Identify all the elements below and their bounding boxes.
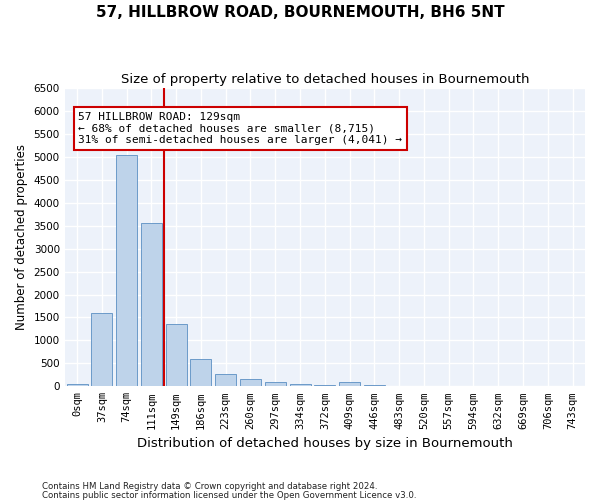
Bar xyxy=(166,324,187,386)
Bar xyxy=(91,313,112,386)
Y-axis label: Number of detached properties: Number of detached properties xyxy=(15,144,28,330)
Text: Contains public sector information licensed under the Open Government Licence v3: Contains public sector information licen… xyxy=(42,490,416,500)
Bar xyxy=(215,374,236,386)
Text: 57 HILLBROW ROAD: 129sqm
← 68% of detached houses are smaller (8,715)
31% of sem: 57 HILLBROW ROAD: 129sqm ← 68% of detach… xyxy=(78,112,402,145)
Title: Size of property relative to detached houses in Bournemouth: Size of property relative to detached ho… xyxy=(121,72,529,86)
Bar xyxy=(67,384,88,386)
Bar xyxy=(141,224,162,386)
Bar xyxy=(290,384,311,386)
Bar xyxy=(364,385,385,386)
Bar xyxy=(265,382,286,386)
Bar xyxy=(116,154,137,386)
Text: Contains HM Land Registry data © Crown copyright and database right 2024.: Contains HM Land Registry data © Crown c… xyxy=(42,482,377,491)
Bar xyxy=(240,379,261,386)
X-axis label: Distribution of detached houses by size in Bournemouth: Distribution of detached houses by size … xyxy=(137,437,513,450)
Text: 57, HILLBROW ROAD, BOURNEMOUTH, BH6 5NT: 57, HILLBROW ROAD, BOURNEMOUTH, BH6 5NT xyxy=(95,5,505,20)
Bar xyxy=(339,382,360,386)
Bar xyxy=(314,385,335,386)
Bar xyxy=(190,359,211,386)
